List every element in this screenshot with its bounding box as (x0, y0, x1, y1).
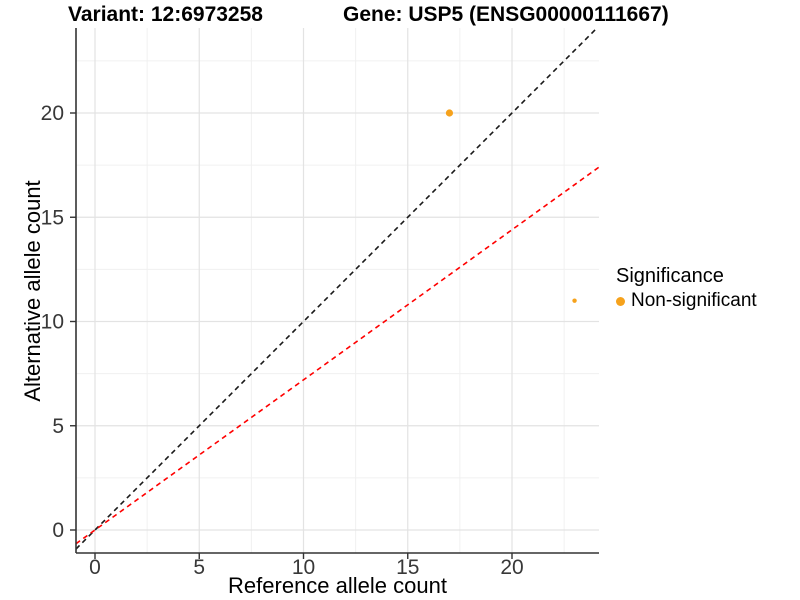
legend-title: Significance (616, 265, 724, 287)
x-axis-title: Reference allele count (228, 573, 447, 598)
expected-ratio-line (75, 166, 600, 545)
x-tick-label: 0 (89, 556, 101, 579)
data-point (572, 298, 577, 303)
identity-line (75, 27, 598, 550)
legend-entry-non-significant: Non-significant (616, 290, 757, 312)
plot-title-variant: Variant: 12:6973258 (68, 3, 263, 26)
x-tick-label: 10 (292, 556, 315, 579)
x-tick-label: 20 (500, 556, 523, 579)
plot-title-gene: Gene: USP5 (ENSG00000111667) (343, 3, 669, 26)
y-tick-label: 15 (41, 206, 64, 229)
data-point (445, 109, 454, 117)
y-tick-label: 10 (41, 311, 64, 334)
y-tick-label: 0 (52, 519, 64, 542)
y-axis-title: Alternative allele count (20, 180, 45, 402)
legend-point-icon (616, 296, 625, 306)
legend-entry-label: Non-significant (631, 290, 757, 311)
y-tick-label: 5 (52, 415, 64, 438)
y-tick-label: 20 (41, 102, 64, 125)
x-tick-label: 15 (396, 556, 419, 579)
x-tick-label: 5 (193, 556, 205, 579)
legend: Significance Non-significant (616, 264, 757, 312)
